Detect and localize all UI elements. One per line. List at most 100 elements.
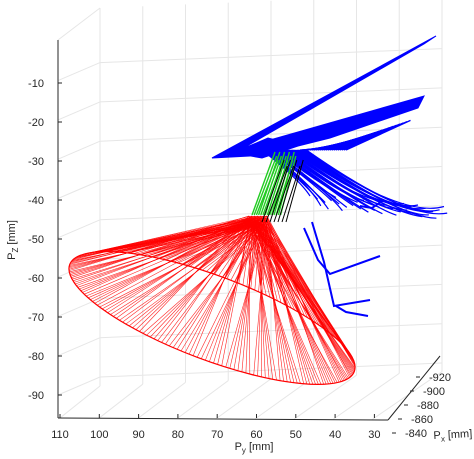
x-tick-label: -900: [423, 386, 445, 398]
green-segment: [266, 155, 287, 216]
z-tick-label: -20: [28, 117, 44, 129]
y-axis-label: Py [mm]: [235, 441, 274, 455]
blue-curve: [289, 149, 401, 213]
grid-line: [57, 7, 101, 41]
grid-line: [293, 374, 357, 420]
grid-line: [215, 378, 272, 420]
red-cone-line: [213, 217, 256, 364]
y-tick-label: 30: [368, 429, 380, 441]
green-segment: [277, 151, 295, 216]
red-cone-line: [225, 221, 268, 368]
red-cone-line: [254, 223, 355, 371]
y-tick-label: 100: [90, 429, 108, 441]
black-segment: [269, 159, 291, 223]
y-tick-labels: 110 100 90 80 70 60 50 40 30: [51, 414, 381, 441]
red-cone-line: [154, 219, 250, 258]
grid-line: [57, 140, 101, 160]
x-tick-label: -840: [405, 428, 427, 440]
green-segment: [253, 155, 278, 216]
red-cone-line: [111, 223, 253, 252]
red-cone-line: [218, 221, 256, 276]
red-cone-line: [196, 215, 268, 358]
grid-line: [57, 376, 101, 396]
y-tick-label: 50: [290, 429, 302, 441]
grid-line: [57, 180, 101, 199]
x-tick-label: -880: [417, 400, 439, 412]
grid-line: [57, 219, 101, 239]
red-cone-line: [214, 219, 253, 275]
z-axis-label: PZ [mm]: [6, 220, 20, 260]
grid-line: [332, 372, 400, 420]
red-cone-line: [251, 215, 317, 324]
red-cone-line: [158, 221, 253, 259]
red-cone-line: [114, 215, 256, 253]
blue-curve: [284, 149, 383, 215]
blue-curve: [271, 149, 348, 208]
red-cone-line: [129, 215, 250, 254]
red-cone-line: [248, 215, 267, 296]
blue-curve: [335, 305, 369, 317]
black-segment: [261, 159, 285, 223]
red-cone-line: [133, 217, 253, 254]
black-segment: [285, 159, 304, 223]
green-segment: [257, 151, 281, 216]
axes: [57, 40, 441, 421]
red-cone-line: [266, 223, 281, 381]
red-cone-line: [185, 215, 253, 266]
grid-line: [371, 371, 443, 421]
red-cone-line: [257, 221, 266, 378]
red-cone-line: [100, 215, 262, 252]
grid-line: [98, 383, 144, 419]
red-cone-line: [97, 223, 250, 306]
red-cone-line: [260, 223, 262, 377]
black-segment: [265, 165, 288, 223]
black-segment: [281, 165, 301, 223]
z-tick-label: -90: [28, 390, 44, 402]
x-tick-label: -920: [429, 372, 451, 384]
red-cone-line: [90, 217, 250, 253]
x-axis-label: Px [mm]: [433, 428, 473, 444]
y-tick-label: 60: [250, 429, 262, 441]
y-tick-label: 80: [172, 429, 184, 441]
x-tick-label: -860: [411, 414, 433, 426]
grid-line: [176, 380, 229, 420]
blue-curve: [359, 199, 385, 210]
red-cone-series: [68, 215, 356, 385]
red-cone-line: [194, 219, 259, 268]
red-cone-line: [233, 217, 262, 370]
blue-series: [211, 35, 448, 317]
blue-curve: [278, 149, 369, 213]
z-tick-label: -10: [28, 78, 44, 90]
red-cone-line: [102, 217, 265, 252]
black-series: [261, 159, 304, 223]
red-cone-line: [168, 219, 268, 347]
y-tick-label: 70: [211, 429, 223, 441]
y-tick-label: 90: [132, 429, 144, 441]
red-cone-line: [209, 219, 259, 362]
green-segment: [260, 155, 283, 216]
black-segment: [277, 159, 298, 223]
blue-curve: [270, 149, 340, 205]
red-cone-line: [125, 223, 262, 325]
z-tick-label: -40: [28, 195, 44, 207]
red-cone-line: [189, 217, 256, 267]
blue-curve: [290, 149, 397, 216]
red-cone-line: [251, 221, 296, 311]
black-segment: [273, 165, 295, 223]
z-tick-label: -50: [28, 234, 44, 246]
blue-curve: [261, 149, 311, 197]
red-cone-base: [68, 251, 356, 385]
blue-curve: [266, 149, 329, 210]
grid-line: [137, 382, 186, 419]
z-tick-label: -80: [28, 351, 44, 363]
grid-line: [57, 337, 101, 357]
z-tick-label: -30: [28, 156, 44, 168]
blue-curve: [311, 221, 371, 308]
blue-curve: [303, 227, 381, 276]
blue-curve: [296, 149, 423, 218]
red-cone-line: [263, 215, 285, 305]
green-segment: [251, 151, 276, 216]
grid-line: [57, 101, 101, 121]
grid-line: [59, 385, 101, 419]
